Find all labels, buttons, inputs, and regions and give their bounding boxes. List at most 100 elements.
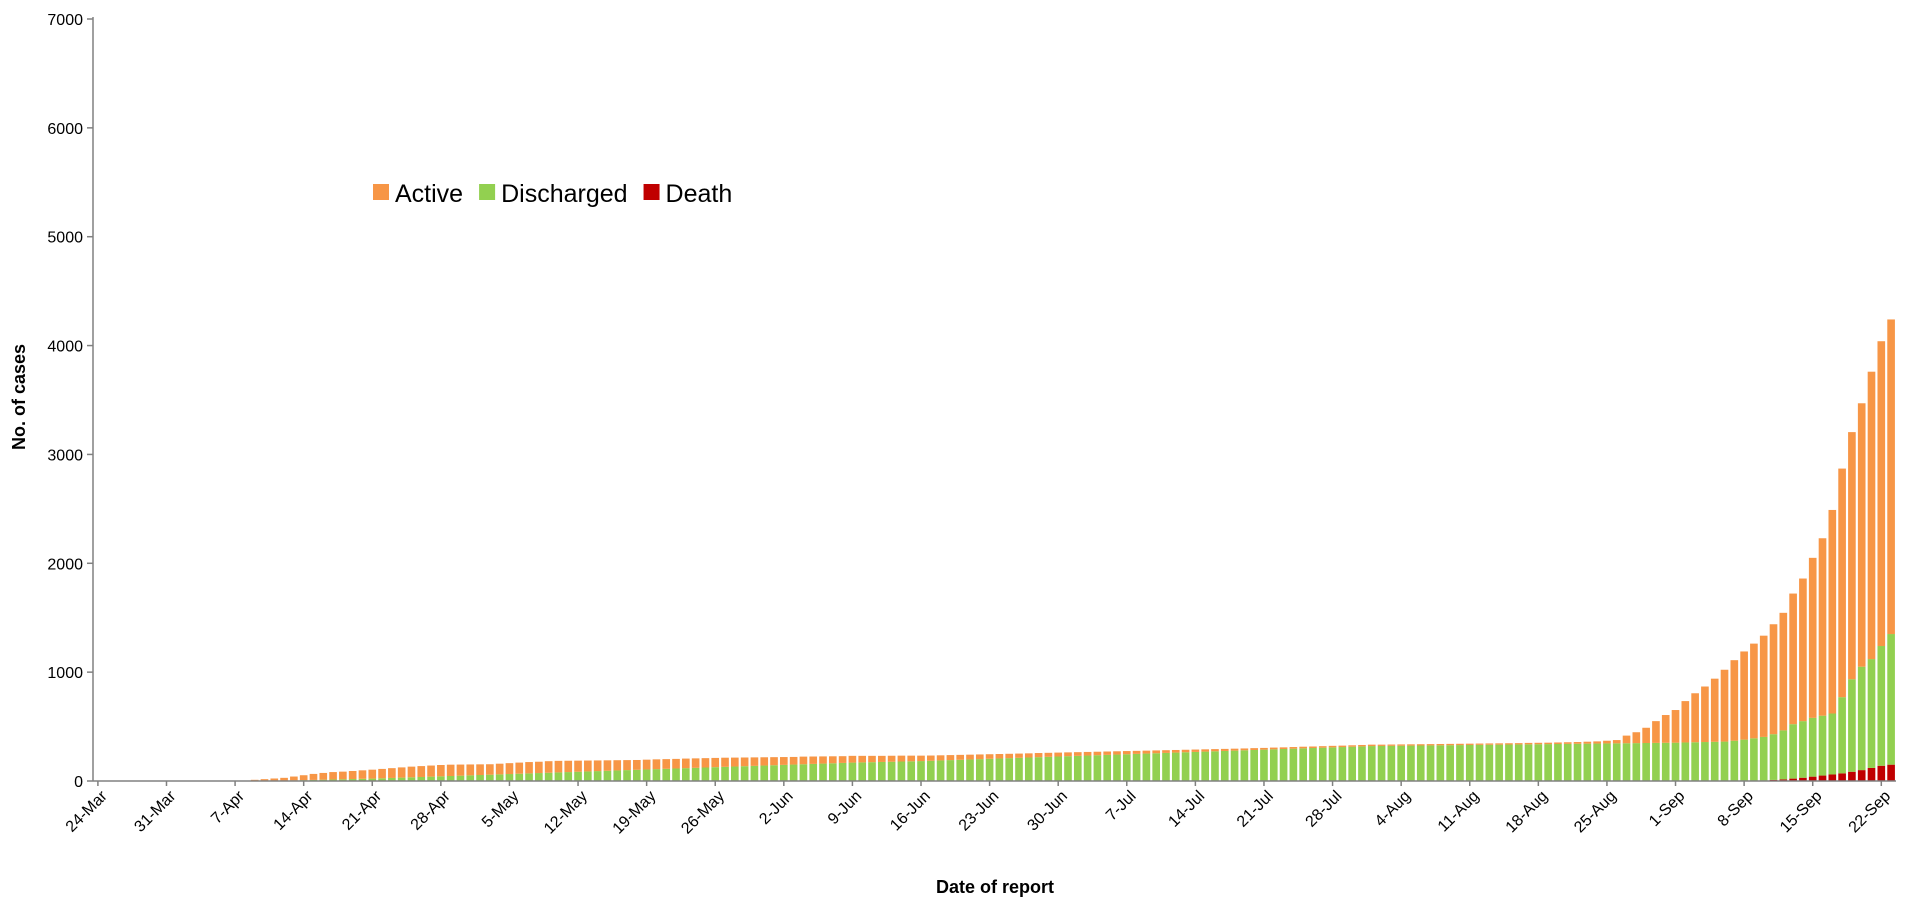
bar-active-158: [1642, 727, 1650, 744]
bar-active-129: [1358, 744, 1366, 747]
bar-discharged-167: [1730, 740, 1739, 781]
bar-death-172: [1779, 779, 1788, 781]
bar-discharged-112: [1191, 751, 1200, 781]
bar-active-112: [1191, 749, 1200, 752]
bar-active-139: [1456, 743, 1464, 746]
bar-active-42: [505, 763, 514, 775]
bar-active-164: [1701, 686, 1709, 743]
bar-active-45: [535, 761, 543, 774]
bar-discharged-148: [1544, 744, 1552, 781]
bar-active-169: [1750, 643, 1758, 739]
bar-active-61: [691, 758, 700, 768]
bar-active-181: [1867, 371, 1876, 660]
bar-active-122: [1289, 747, 1298, 749]
y-tick-label-1000: 1000: [47, 665, 83, 682]
bar-discharged-116: [1230, 750, 1239, 781]
bar-active-147: [1534, 742, 1543, 745]
bar-discharged-132: [1387, 745, 1396, 781]
bar-active-148: [1544, 742, 1552, 745]
bar-discharged-147: [1534, 744, 1543, 781]
bar-discharged-114: [1211, 751, 1219, 781]
bar-active-155: [1612, 740, 1621, 744]
x-tick-label-20: 11-Aug: [1435, 788, 1483, 836]
bar-discharged-164: [1701, 742, 1709, 781]
bar-active-89: [966, 754, 974, 760]
bar-discharged-31: [397, 777, 406, 781]
bar-active-102: [1093, 751, 1102, 756]
x-tick-label-0: 24-Mar: [63, 787, 111, 835]
bar-discharged-124: [1309, 748, 1317, 781]
bar-discharged-130: [1367, 746, 1376, 781]
bar-discharged-93: [1005, 758, 1014, 781]
bar-active-43: [515, 762, 524, 774]
bar-active-67: [750, 757, 759, 766]
bar-discharged-153: [1593, 743, 1601, 781]
x-tick-label-2: 7-Apr: [208, 787, 248, 827]
bar-discharged-161: [1671, 742, 1680, 781]
bar-discharged-175: [1808, 717, 1817, 777]
y-tick-label-3000: 3000: [47, 447, 83, 464]
bar-active-167: [1730, 660, 1739, 741]
bar-active-20: [290, 776, 298, 781]
bar-active-44: [525, 762, 533, 774]
x-tick-label-17: 21-Jul: [1234, 788, 1277, 831]
bar-active-24: [329, 772, 337, 780]
bar-discharged-180: [1857, 666, 1866, 771]
bar-discharged-135: [1416, 745, 1425, 781]
y-tick-label-5000: 5000: [47, 230, 83, 247]
bar-active-77: [848, 755, 857, 763]
bar-active-179: [1848, 432, 1856, 680]
bar-active-30: [388, 768, 396, 778]
bar-discharged-69: [770, 765, 778, 781]
bar-discharged-176: [1818, 715, 1827, 776]
bar-discharged-172: [1779, 730, 1788, 780]
bar-discharged-83: [907, 761, 916, 781]
bar-active-47: [554, 760, 563, 773]
bar-discharged-134: [1407, 745, 1415, 781]
bar-active-90: [975, 754, 984, 760]
bar-active-168: [1740, 651, 1748, 740]
bar-active-157: [1632, 732, 1641, 744]
bar-death-179: [1848, 771, 1856, 781]
bar-active-93: [1005, 753, 1014, 759]
bar-active-145: [1514, 743, 1523, 745]
bar-active-162: [1681, 701, 1690, 743]
axes-layer: [87, 17, 1896, 786]
y-tick-label-6000: 6000: [47, 121, 83, 138]
x-tick-label-10: 2-Jun: [756, 788, 796, 828]
bar-active-65: [731, 757, 739, 767]
bar-discharged-120: [1269, 749, 1278, 781]
bar-discharged-38: [466, 775, 475, 781]
bar-active-80: [877, 755, 886, 762]
bar-active-23: [319, 772, 328, 780]
x-tick-label-1: 31-Mar: [131, 787, 179, 835]
bar-discharged-84: [917, 761, 925, 781]
legend-swatch-active: [373, 184, 389, 200]
bar-active-79: [868, 755, 876, 763]
bar-active-68: [760, 757, 769, 766]
bar-discharged-179: [1848, 679, 1856, 772]
bar-active-17: [260, 779, 269, 781]
bar-active-18: [270, 778, 279, 781]
bar-death-174: [1799, 777, 1807, 781]
y-tick-label-2000: 2000: [47, 556, 83, 573]
bar-discharged-51: [593, 771, 602, 781]
bar-active-107: [1142, 750, 1151, 754]
bar-active-119: [1260, 747, 1268, 750]
bar-active-177: [1828, 509, 1837, 714]
bar-discharged-126: [1328, 747, 1337, 781]
bar-discharged-77: [848, 762, 857, 781]
bar-active-86: [936, 755, 945, 761]
bar-active-138: [1446, 743, 1454, 746]
bar-discharged-104: [1113, 754, 1121, 781]
bar-active-71: [789, 756, 798, 765]
bar-discharged-170: [1759, 736, 1768, 781]
bar-active-150: [1563, 742, 1572, 744]
bar-discharged-67: [750, 765, 759, 781]
bar-discharged-133: [1397, 745, 1405, 781]
x-tick-label-11: 9-Jun: [825, 788, 865, 828]
bar-discharged-137: [1436, 745, 1445, 781]
bar-discharged-183: [1887, 634, 1895, 765]
bar-discharged-156: [1622, 743, 1631, 781]
bar-discharged-97: [1044, 756, 1053, 781]
